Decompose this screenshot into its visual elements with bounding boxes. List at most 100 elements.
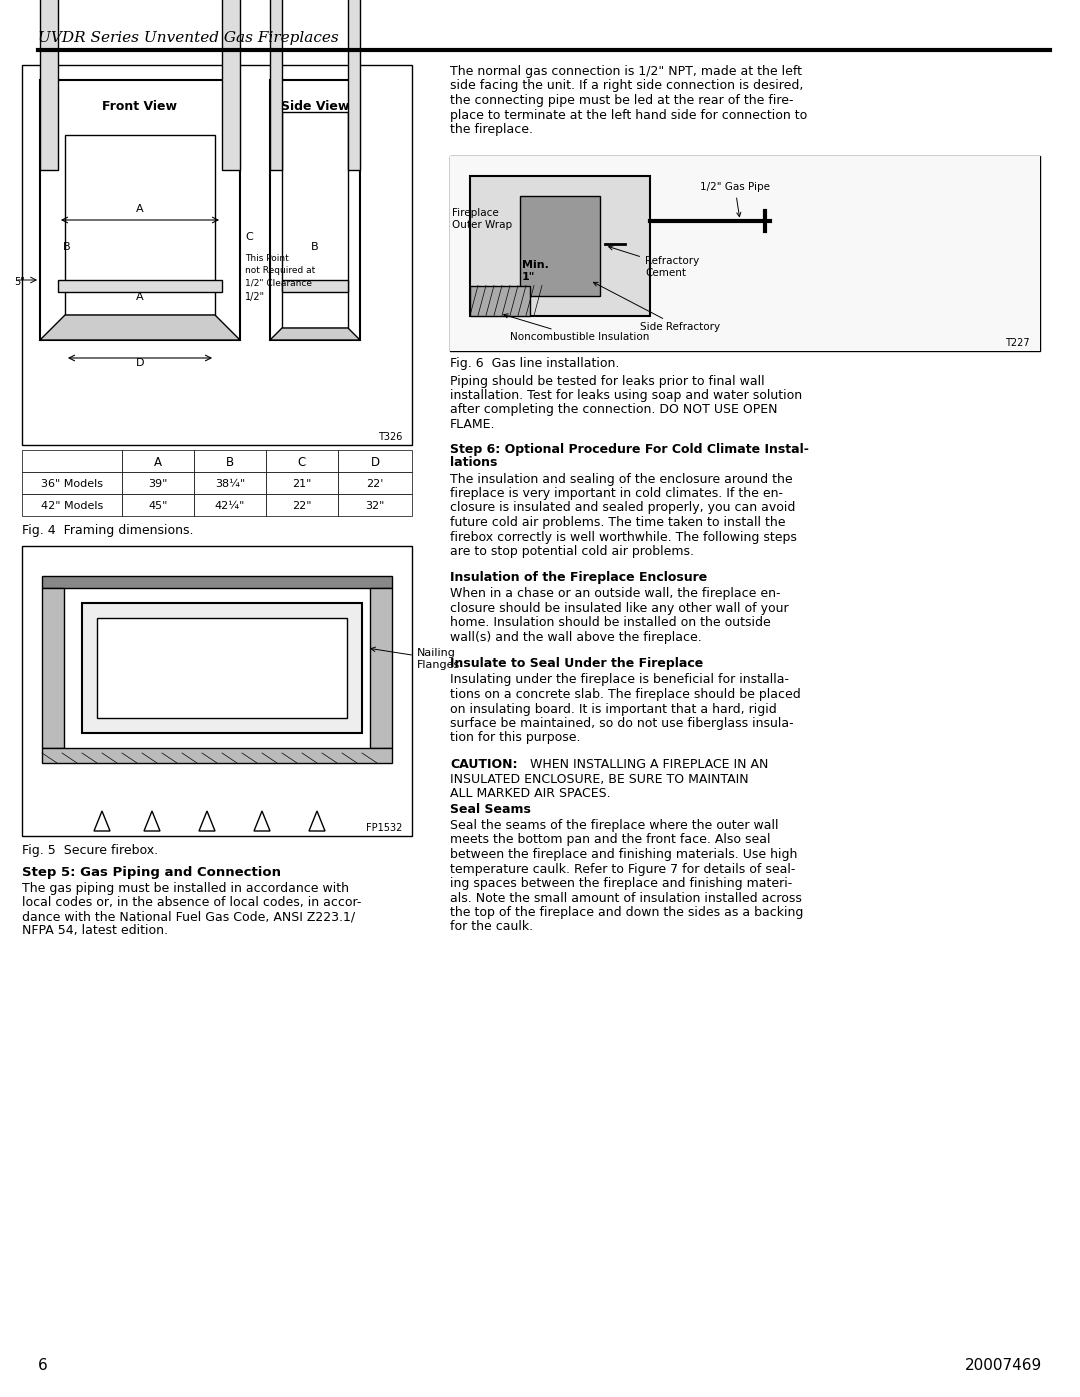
Text: closure is insulated and sealed properly, you can avoid: closure is insulated and sealed properly…: [450, 502, 795, 514]
Text: side facing the unit. If a right side connection is desired,: side facing the unit. If a right side co…: [450, 80, 804, 92]
Bar: [270, 0, 282, 170]
Text: CAUTION:: CAUTION:: [450, 759, 517, 771]
Bar: [450, 155, 1040, 351]
Bar: [348, 0, 360, 170]
Text: Piping should be tested for leaks prior to final wall: Piping should be tested for leaks prior …: [450, 374, 765, 387]
Bar: [42, 747, 392, 763]
Text: Noncombustible Insulation: Noncombustible Insulation: [503, 314, 649, 342]
Text: lations: lations: [450, 457, 498, 469]
Text: als. Note the small amount of insulation installed across: als. Note the small amount of insulation…: [450, 891, 801, 904]
Text: When in a chase or an outside wall, the fireplace en-: When in a chase or an outside wall, the …: [450, 588, 781, 601]
Text: 1/2": 1/2": [245, 292, 265, 302]
Text: 42¼": 42¼": [215, 502, 245, 511]
Text: The insulation and sealing of the enclosure around the: The insulation and sealing of the enclos…: [450, 472, 793, 486]
Text: not Required at: not Required at: [245, 265, 315, 275]
Text: WHEN INSTALLING A FIREPLACE IN AN: WHEN INSTALLING A FIREPLACE IN AN: [522, 759, 768, 771]
Text: This Point: This Point: [245, 254, 288, 263]
Text: A: A: [136, 292, 144, 302]
Text: surface be maintained, so do not use fiberglass insula-: surface be maintained, so do not use fib…: [450, 717, 794, 731]
Text: INSULATED ENCLOSURE, BE SURE TO MAINTAIN: INSULATED ENCLOSURE, BE SURE TO MAINTAIN: [450, 773, 748, 785]
Bar: [22, 472, 122, 495]
Bar: [65, 136, 215, 314]
Bar: [194, 495, 266, 515]
Text: Refractory
Cement: Refractory Cement: [609, 246, 699, 278]
Bar: [282, 112, 348, 328]
Text: T227: T227: [1005, 338, 1030, 348]
Text: Side Refractory: Side Refractory: [593, 282, 720, 332]
Text: B: B: [311, 242, 319, 251]
Text: 42" Models: 42" Models: [41, 502, 103, 511]
Text: 6: 6: [38, 1358, 48, 1373]
Text: on insulating board. It is important that a hard, rigid: on insulating board. It is important tha…: [450, 703, 777, 715]
Text: 20007469: 20007469: [964, 1358, 1042, 1373]
Bar: [42, 588, 64, 747]
Text: 1/2" Clearance: 1/2" Clearance: [245, 278, 312, 286]
Bar: [266, 472, 338, 495]
Text: NFPA 54, latest edition.: NFPA 54, latest edition.: [22, 923, 168, 937]
Bar: [222, 0, 240, 170]
Text: tions on a concrete slab. The fireplace should be placed: tions on a concrete slab. The fireplace …: [450, 687, 800, 701]
Text: the connecting pipe must be led at the rear of the fire-: the connecting pipe must be led at the r…: [450, 94, 794, 108]
Text: temperature caulk. Refer to Figure 7 for details of seal-: temperature caulk. Refer to Figure 7 for…: [450, 862, 795, 876]
Text: dance with the National Fuel Gas Code, ANSI Z223.1/: dance with the National Fuel Gas Code, A…: [22, 909, 355, 923]
Bar: [338, 450, 411, 472]
Bar: [282, 279, 348, 292]
Text: between the fireplace and finishing materials. Use high: between the fireplace and finishing mate…: [450, 848, 797, 861]
Bar: [470, 176, 650, 316]
Bar: [58, 279, 222, 292]
Text: FLAME.: FLAME.: [450, 418, 496, 432]
Text: C: C: [298, 455, 306, 468]
Text: 22': 22': [366, 479, 383, 489]
Bar: [40, 0, 58, 170]
Bar: [22, 450, 122, 472]
Bar: [22, 495, 122, 515]
Text: 1": 1": [522, 272, 536, 282]
Text: ALL MARKED AIR SPACES.: ALL MARKED AIR SPACES.: [450, 787, 610, 800]
Text: fireplace is very important in cold climates. If the en-: fireplace is very important in cold clim…: [450, 488, 783, 500]
Bar: [266, 495, 338, 515]
Bar: [40, 80, 240, 339]
Bar: [519, 196, 600, 296]
Text: C: C: [245, 232, 253, 242]
Bar: [266, 450, 338, 472]
Text: Fig. 6  Gas line installation.: Fig. 6 Gas line installation.: [450, 356, 619, 369]
Bar: [22, 66, 411, 446]
Text: A: A: [136, 204, 144, 214]
Bar: [370, 588, 392, 747]
Text: the fireplace.: the fireplace.: [450, 123, 534, 136]
Text: the top of the fireplace and down the sides as a backing: the top of the fireplace and down the si…: [450, 907, 804, 919]
Text: Side View: Side View: [281, 101, 349, 113]
Text: tion for this purpose.: tion for this purpose.: [450, 732, 581, 745]
Text: Step 5: Gas Piping and Connection: Step 5: Gas Piping and Connection: [22, 866, 281, 879]
Text: are to stop potential cold air problems.: are to stop potential cold air problems.: [450, 545, 694, 557]
Bar: [194, 450, 266, 472]
Bar: [338, 495, 411, 515]
Text: T326: T326: [378, 432, 402, 441]
Bar: [338, 472, 411, 495]
Text: 38¼": 38¼": [215, 479, 245, 489]
Text: 22": 22": [293, 502, 312, 511]
Text: wall(s) and the wall above the fireplace.: wall(s) and the wall above the fireplace…: [450, 631, 702, 644]
Text: UVDR Series Unvented Gas Fireplaces: UVDR Series Unvented Gas Fireplaces: [38, 31, 339, 45]
Text: 1/2" Gas Pipe: 1/2" Gas Pipe: [700, 183, 770, 217]
Text: 36" Models: 36" Models: [41, 479, 103, 489]
Bar: [194, 472, 266, 495]
Text: firebox correctly is well worthwhile. The following steps: firebox correctly is well worthwhile. Th…: [450, 531, 797, 543]
Text: ing spaces between the fireplace and finishing materi-: ing spaces between the fireplace and fin…: [450, 877, 793, 890]
Text: Nailing
Flanges: Nailing Flanges: [370, 647, 460, 671]
Text: D: D: [136, 358, 145, 367]
Polygon shape: [270, 328, 360, 339]
Text: Insulation of the Fireplace Enclosure: Insulation of the Fireplace Enclosure: [450, 571, 707, 584]
Text: B: B: [63, 242, 70, 251]
Bar: [22, 546, 411, 835]
Text: Fireplace
Outer Wrap: Fireplace Outer Wrap: [453, 208, 512, 229]
Bar: [122, 472, 194, 495]
Text: Insulating under the fireplace is beneficial for installa-: Insulating under the fireplace is benefi…: [450, 673, 789, 686]
Text: local codes or, in the absence of local codes, in accor-: local codes or, in the absence of local …: [22, 895, 362, 909]
Polygon shape: [470, 285, 530, 316]
Text: 32": 32": [365, 502, 384, 511]
Bar: [450, 155, 1040, 351]
Bar: [97, 617, 347, 718]
Text: Fig. 5  Secure firebox.: Fig. 5 Secure firebox.: [22, 844, 158, 856]
Text: home. Insulation should be installed on the outside: home. Insulation should be installed on …: [450, 616, 771, 630]
